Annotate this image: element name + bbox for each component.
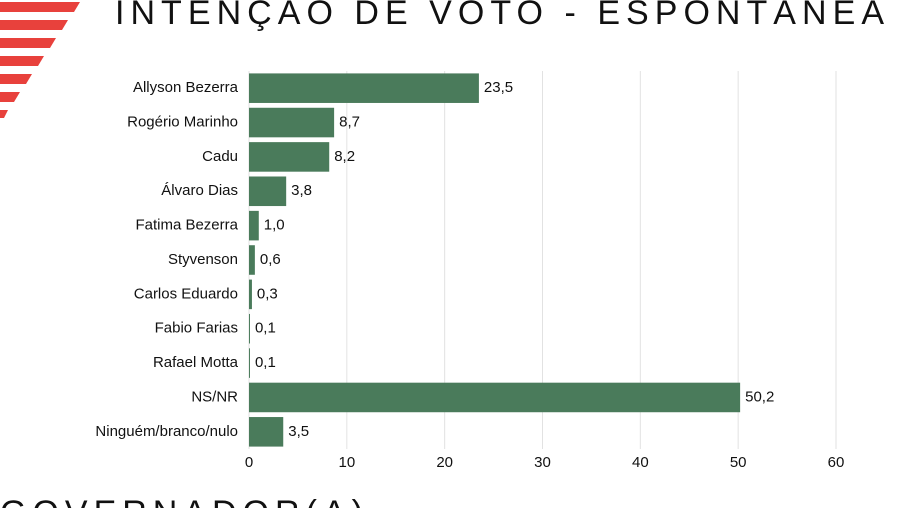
bar	[249, 417, 284, 447]
x-tick-label: 50	[730, 454, 747, 471]
value-label: 50,2	[745, 388, 774, 405]
value-label: 8,7	[339, 114, 360, 131]
y-tick-label: Fatima Bezerra	[135, 217, 238, 234]
bar	[249, 142, 330, 172]
x-tick-label: 20	[436, 454, 453, 471]
y-tick-label: NS/NR	[191, 388, 238, 405]
value-label: 3,5	[288, 423, 309, 440]
value-label: 0,1	[255, 320, 276, 337]
y-tick-label: Rafael Motta	[153, 354, 239, 371]
x-tick-label: 60	[828, 454, 845, 471]
value-label: 3,8	[291, 182, 312, 199]
x-tick-label: 10	[338, 454, 355, 471]
y-tick-label: Rogério Marinho	[127, 114, 238, 131]
x-tick-label: 30	[534, 454, 551, 471]
x-tick-label: 0	[245, 454, 253, 471]
bar	[249, 348, 250, 378]
chart-subtitle: GOVERNADOR(A)	[0, 494, 369, 508]
bar	[249, 245, 255, 275]
bar	[249, 107, 335, 138]
value-label: 8,2	[334, 148, 355, 165]
chart-title: INTENÇÃO DE VOTO - ESPONTÂNEA	[115, 0, 890, 32]
bar	[249, 73, 479, 103]
y-tick-label: Ninguém/branco/nulo	[95, 423, 238, 440]
y-tick-label: Álvaro Dias	[161, 182, 238, 199]
bar	[249, 176, 287, 207]
y-tick-label: Cadu	[202, 148, 238, 165]
y-tick-label: Styvenson	[168, 251, 238, 268]
value-label: 1,0	[264, 217, 285, 234]
value-label: 0,1	[255, 354, 276, 371]
bar	[249, 313, 250, 344]
bar	[249, 382, 741, 413]
value-label: 0,3	[257, 285, 278, 302]
bar	[249, 210, 259, 241]
value-label: 0,6	[260, 251, 281, 268]
x-tick-label: 40	[632, 454, 649, 471]
bar	[249, 279, 252, 310]
value-label: 23,5	[484, 79, 513, 96]
decoration-stripes	[0, 2, 80, 118]
y-tick-label: Fabio Farias	[155, 320, 238, 337]
y-tick-label: Carlos Eduardo	[134, 285, 238, 302]
y-tick-label: Allyson Bezerra	[133, 79, 239, 96]
